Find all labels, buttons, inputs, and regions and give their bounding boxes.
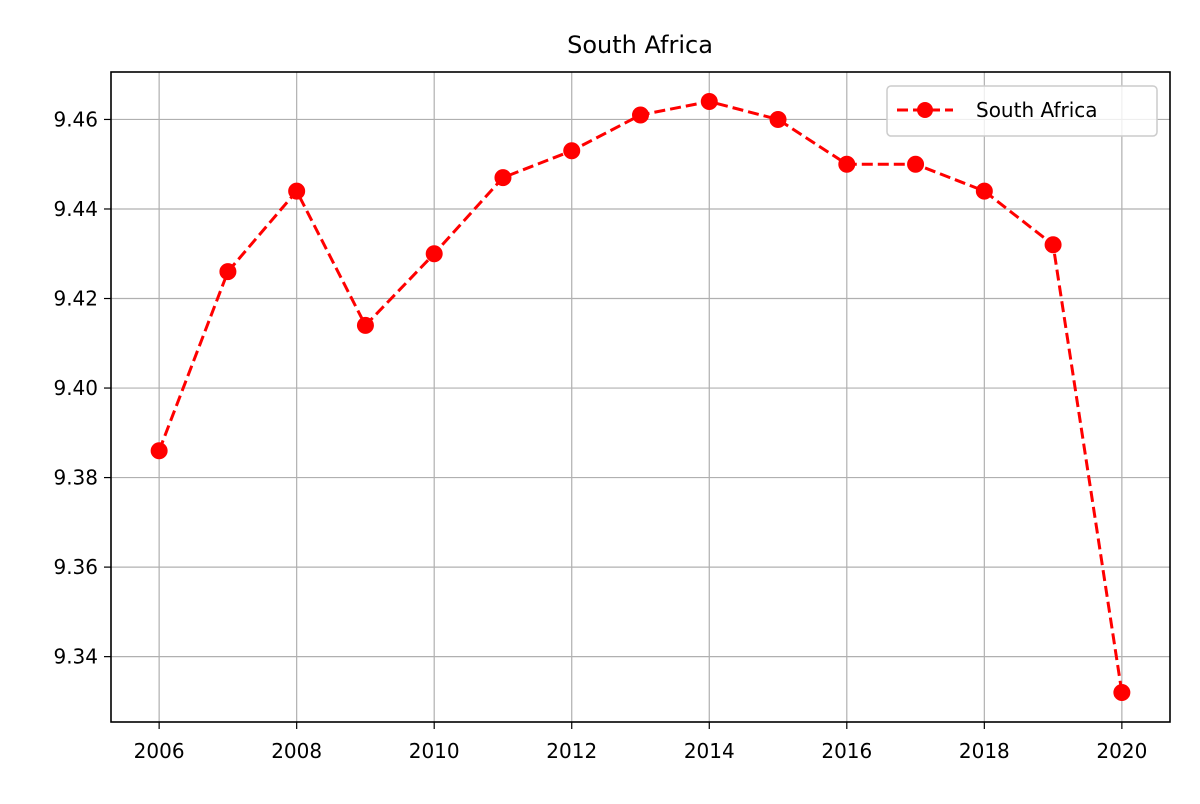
data-point <box>288 182 306 200</box>
axis-ticks: 2006 2008 2010 2012 2014 2016 2018 2020 9.34 9.36… <box>53 107 1147 763</box>
data-point <box>907 155 925 173</box>
x-tick-label: 2018 <box>959 739 1010 763</box>
x-tick-label: 2020 <box>1096 739 1147 763</box>
data-point <box>494 169 512 187</box>
legend-marker <box>917 102 933 118</box>
legend-box <box>886 85 1158 137</box>
data-point <box>838 155 856 173</box>
x-tick-label: 2012 <box>546 739 597 763</box>
grid-lines <box>111 72 1170 722</box>
data-point <box>563 142 581 160</box>
y-tick-label: 9.38 <box>53 466 98 490</box>
y-tick-label: 9.44 <box>53 197 98 221</box>
y-tick-label: 9.42 <box>53 287 98 311</box>
data-point <box>975 182 993 200</box>
x-tick-label: 2014 <box>684 739 735 763</box>
x-tick-label: 2006 <box>134 739 185 763</box>
data-point <box>1113 683 1131 701</box>
data-point <box>1044 236 1062 254</box>
data-point <box>769 110 787 128</box>
data-point <box>219 263 237 281</box>
plot-frame <box>110 71 1171 723</box>
x-tick-label: 2008 <box>271 739 322 763</box>
data-point <box>150 442 168 460</box>
series-layer <box>150 93 1131 701</box>
chart-title: South Africa <box>567 31 713 59</box>
y-tick-label: 9.36 <box>53 555 98 579</box>
data-point <box>425 245 443 263</box>
x-tick-label: 2010 <box>409 739 460 763</box>
data-point <box>632 106 649 124</box>
y-tick-label: 9.46 <box>53 107 98 131</box>
data-point <box>356 316 374 334</box>
legend: South Africa <box>886 85 1158 137</box>
y-tick-label: 9.34 <box>53 645 98 669</box>
legend-label: South Africa <box>976 98 1098 122</box>
x-tick-label: 2016 <box>821 739 872 763</box>
data-point <box>700 93 718 111</box>
y-tick-label: 9.40 <box>53 376 98 400</box>
